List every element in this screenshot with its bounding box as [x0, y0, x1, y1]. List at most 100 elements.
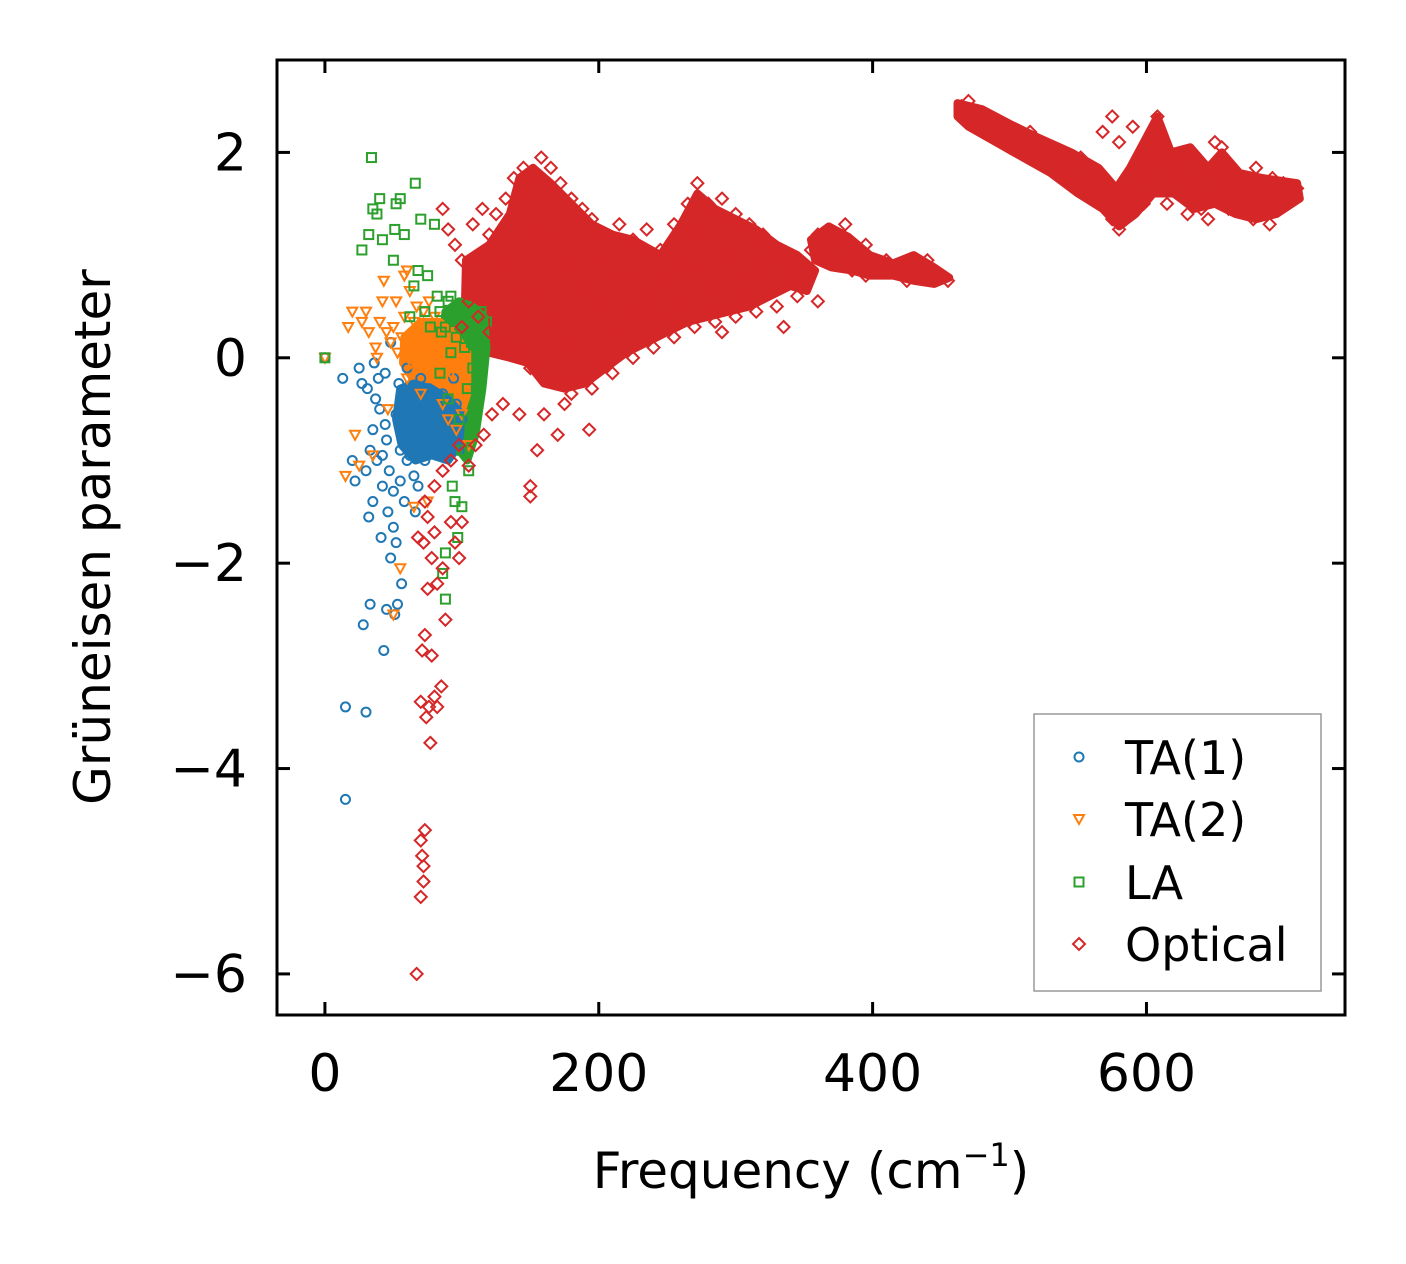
data-point-ta1 [427, 424, 439, 436]
data-point-la [376, 234, 388, 246]
data-point-la [434, 367, 446, 379]
data-point-ta1 [337, 372, 349, 384]
data-point-optical [694, 227, 709, 242]
series-optical [409, 93, 1305, 982]
data-point-optical [495, 396, 511, 412]
data-point-optical [913, 263, 928, 278]
data-point-optical [451, 550, 467, 566]
data-point-optical [1118, 186, 1134, 201]
data-point-optical [418, 709, 434, 725]
data-point-optical [416, 874, 431, 889]
data-point-la [445, 290, 457, 302]
data-point-optical [783, 263, 798, 278]
data-point-ta1 [398, 424, 410, 436]
data-point-optical [755, 257, 771, 273]
data-point-la [439, 593, 451, 605]
data-point-ta1 [367, 496, 379, 508]
data-point-ta2 [414, 327, 428, 340]
data-point-la [439, 321, 451, 333]
data-point-optical [424, 550, 440, 566]
data-point-optical [1248, 160, 1264, 176]
data-point-optical [1111, 134, 1127, 150]
data-point-optical [533, 150, 549, 165]
data-point-optical [728, 206, 744, 222]
data-point-ta2 [352, 460, 366, 473]
axis-ticks [277, 60, 1345, 1015]
x-tick-label: 400 [823, 1044, 922, 1104]
data-point-optical [409, 966, 425, 982]
data-point-optical [721, 247, 737, 263]
data-point-ta2 [348, 429, 362, 442]
data-point-ta1 [376, 480, 388, 492]
data-point-ta2 [366, 450, 380, 463]
data-point-optical [581, 422, 597, 438]
legend-label-optical: Optical [1125, 918, 1287, 972]
legend-marker-ta2 [1072, 814, 1086, 827]
data-point-optical [741, 216, 757, 232]
data-point-ta2 [389, 296, 403, 309]
data-point-ta1 [442, 408, 454, 420]
y-tick-label: 2 [214, 123, 247, 183]
data-point-optical [810, 293, 826, 309]
data-point-ta1 [422, 408, 434, 420]
data-point-optical [550, 427, 566, 443]
data-point-optical [506, 170, 522, 186]
data-point-optical [707, 314, 723, 330]
data-point-optical [1186, 186, 1202, 201]
data-point-optical [1013, 134, 1028, 150]
data-point-optical [933, 268, 949, 284]
data-point-optical [652, 242, 668, 258]
data-point-la [463, 465, 475, 477]
data-point-ta2 [452, 352, 466, 365]
data-point-optical [922, 268, 938, 284]
data-point-ta2 [341, 321, 355, 335]
x-tick-label: 200 [549, 1044, 648, 1104]
data-point-optical [1245, 211, 1261, 227]
data-point-optical [1200, 211, 1216, 227]
data-point-la [319, 352, 331, 364]
data-point-ta2 [390, 347, 405, 360]
data-point-optical [516, 304, 531, 320]
data-point-ta2 [448, 383, 462, 396]
data-point-optical [1077, 175, 1093, 191]
data-point-optical [1207, 155, 1223, 171]
data-point-optical [427, 524, 442, 540]
data-point-optical [848, 247, 864, 263]
data-point-optical [611, 324, 627, 340]
data-point-optical [417, 627, 433, 643]
data-point-ta1 [405, 434, 417, 446]
data-point-optical [465, 216, 481, 232]
data-point-optical [435, 463, 451, 479]
data-point-optical [416, 535, 431, 551]
data-point-ta1 [408, 470, 420, 482]
data-point-optical [413, 833, 429, 848]
data-point-optical [1108, 196, 1124, 212]
data-point-optical [577, 278, 593, 294]
data-point-optical [1125, 119, 1141, 135]
legend-marker-la [1073, 876, 1085, 888]
data-point-optical [1262, 216, 1278, 232]
y-axis-label: Grüneisen parameter [64, 269, 122, 805]
data-point-ta2 [403, 342, 417, 355]
data-point-ta1 [360, 706, 372, 718]
data-point-optical [1139, 170, 1154, 186]
data-point-optical [903, 252, 919, 268]
data-point-optical [837, 216, 853, 232]
data-point-optical [1139, 139, 1154, 155]
data-point-optical [522, 489, 538, 504]
data-point-la [431, 290, 443, 302]
data-point-optical [878, 252, 894, 268]
data-point-optical [810, 227, 826, 242]
data-point-ta2 [400, 265, 414, 278]
data-point-ta2 [414, 388, 428, 401]
data-point-optical [443, 514, 459, 530]
data-point-optical [1255, 196, 1271, 212]
data-point-ta1 [387, 485, 399, 497]
data-point-optical [1223, 160, 1239, 176]
data-point-optical [591, 252, 607, 268]
data-point-ta2 [425, 332, 439, 345]
data-point-ta1 [367, 424, 379, 436]
data-point-optical [817, 242, 833, 258]
data-point-optical [1002, 119, 1017, 135]
